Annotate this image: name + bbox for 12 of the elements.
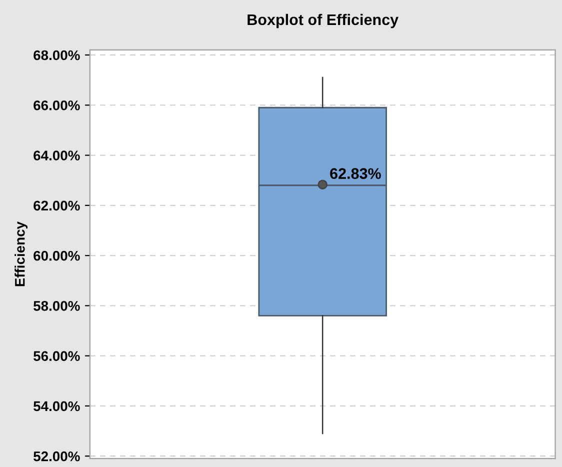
y-tick-label: 54.00% (34, 401, 80, 412)
y-tick-label: 62.00% (34, 200, 80, 211)
chart-title: Boxplot of Efficiency (248, 14, 398, 28)
y-tick-label: 60.00% (34, 250, 80, 261)
y-tick-label: 64.00% (34, 150, 80, 160)
annotation: 62.83% (330, 168, 381, 179)
y-tick-label: 56.00% (34, 351, 80, 361)
y-tick-label: 52.00% (34, 451, 80, 462)
y-tick-label: 66.00% (34, 100, 80, 110)
y-tick-label: 68.00% (34, 50, 80, 60)
y-tick-label: 58.00% (34, 301, 80, 311)
y-axis-title: Efficiency (14, 222, 28, 286)
